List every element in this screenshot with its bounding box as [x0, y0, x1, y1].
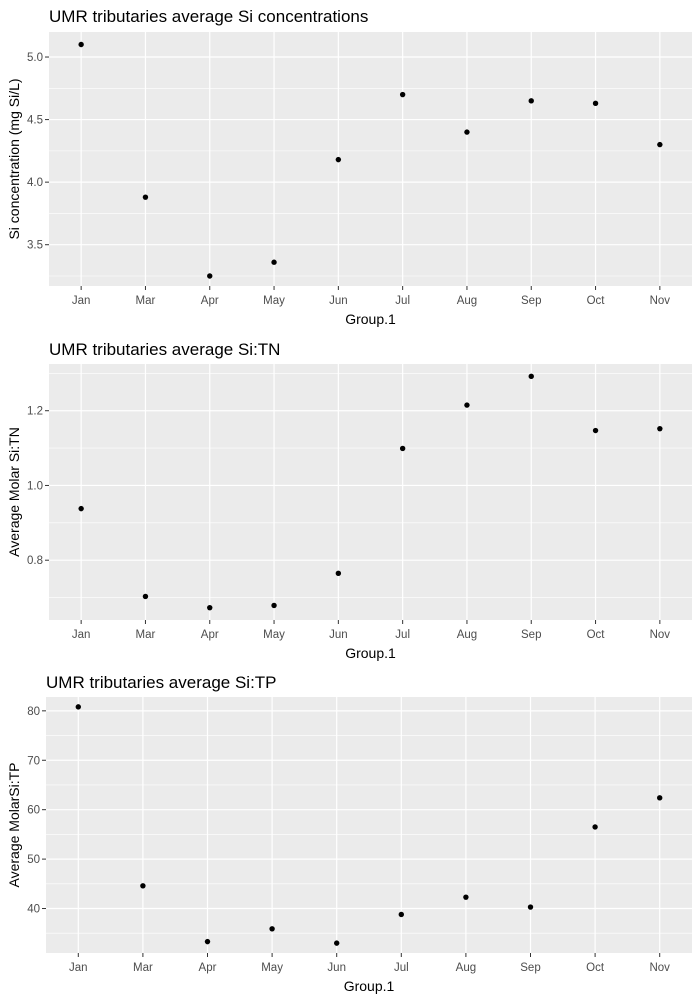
chart-panel-3: 40 50 60 70 80 Jan Mar Apr May Jun Jul Aug Sep Oct Nov… — [6, 673, 692, 994]
data-point — [657, 795, 663, 801]
data-point — [335, 156, 342, 163]
y-tick-label: 5.0 — [27, 52, 43, 64]
data-point — [334, 940, 340, 946]
data-point — [269, 926, 275, 932]
x-tick-label: May — [263, 295, 285, 307]
y-tick-label: 4.5 — [27, 115, 43, 127]
data-point — [657, 425, 663, 432]
x-tick-label: May — [261, 962, 283, 974]
data-point — [592, 427, 599, 434]
x-tick-label: Jul — [394, 962, 409, 974]
y-tick-label: 1.2 — [27, 406, 43, 418]
data-point — [399, 91, 406, 98]
chart-title: UMR tributaries average Si:TN — [49, 340, 280, 359]
y-tick-label: 1.0 — [27, 480, 43, 492]
x-tick-label: Aug — [457, 629, 477, 641]
data-point — [527, 904, 534, 910]
x-tick-label: Sep — [521, 295, 541, 307]
chart-panel-1: 3.5 4.0 4.5 5.0 Jan Mar Apr May Jun Jul Aug Sep Oct N… — [6, 7, 692, 327]
x-tick-label: Jan — [69, 962, 88, 974]
x-tick-label: Mar — [136, 295, 156, 307]
chart-panel-2: 0.8 1.0 1.2 Jan Mar Apr May Jun Jul Aug Sep Oct Nov U… — [6, 340, 692, 661]
x-tick-label: Mar — [136, 629, 156, 641]
x-tick-label: Oct — [587, 295, 606, 307]
data-point — [142, 593, 149, 600]
data-point — [271, 602, 277, 609]
data-point — [528, 98, 534, 104]
x-tick-label: Aug — [456, 962, 476, 974]
plot-panel-background — [46, 697, 692, 953]
x-tick-label: Apr — [199, 962, 217, 974]
x-axis-title: Group.1 — [344, 978, 395, 994]
x-tick-label: Sep — [520, 962, 540, 974]
plot-panel-background — [49, 32, 692, 286]
x-axis-title: Group.1 — [345, 645, 396, 661]
x-tick-label: Nov — [650, 629, 671, 641]
x-tick-label: Mar — [133, 962, 153, 974]
y-tick-label: 3.5 — [27, 240, 43, 252]
data-point — [140, 883, 146, 889]
x-tick-label: Nov — [650, 295, 671, 307]
data-point — [592, 100, 599, 107]
y-tick-label: 60 — [27, 805, 40, 817]
x-tick-label: Oct — [587, 629, 606, 641]
y-tick-label: 70 — [27, 755, 40, 767]
x-tick-label: Jun — [329, 629, 348, 641]
data-point — [207, 604, 213, 611]
y-tick-label: 4.0 — [27, 177, 43, 189]
x-tick-label: Jun — [329, 295, 348, 307]
data-point — [528, 373, 534, 380]
data-point — [398, 911, 404, 918]
x-tick-label: Jun — [327, 962, 346, 974]
data-point — [207, 273, 213, 279]
x-tick-label: Sep — [521, 629, 541, 641]
data-point — [335, 570, 342, 576]
y-tick-label: 80 — [27, 706, 40, 718]
x-tick-label: Jan — [72, 629, 91, 641]
y-axis-title: Si concentration (mg Si/L) — [6, 78, 22, 239]
y-tick-label: 0.8 — [27, 555, 43, 567]
chart-title: UMR tributaries average Si concentration… — [49, 7, 368, 26]
y-axis-title: Average MolarSi:TP — [6, 762, 22, 887]
x-tick-label: Oct — [586, 962, 605, 974]
x-tick-label: Nov — [649, 962, 670, 974]
data-point — [592, 824, 598, 830]
x-tick-label: Jan — [72, 295, 91, 307]
plot-panel-background — [49, 364, 692, 620]
data-point — [142, 194, 149, 200]
data-point — [78, 41, 84, 48]
x-tick-label: May — [263, 629, 285, 641]
y-tick-label: 50 — [27, 854, 40, 866]
x-tick-label: Jul — [395, 629, 410, 641]
x-tick-label: Apr — [201, 629, 219, 641]
data-point — [464, 129, 470, 135]
chart-title: UMR tributaries average Si:TP — [46, 673, 277, 692]
data-point — [463, 894, 469, 900]
data-point — [464, 402, 470, 408]
x-tick-label: Aug — [457, 295, 477, 307]
data-point — [399, 445, 406, 452]
y-axis-title: Average Molar Si:TN — [6, 427, 22, 557]
data-point — [657, 141, 663, 148]
x-tick-label: Jul — [395, 295, 410, 307]
data-point — [78, 505, 84, 512]
x-tick-label: Apr — [201, 295, 219, 307]
x-axis-title: Group.1 — [345, 311, 396, 327]
data-point — [204, 938, 211, 945]
y-tick-label: 40 — [27, 904, 40, 916]
data-point — [271, 259, 277, 265]
data-point — [75, 704, 82, 710]
